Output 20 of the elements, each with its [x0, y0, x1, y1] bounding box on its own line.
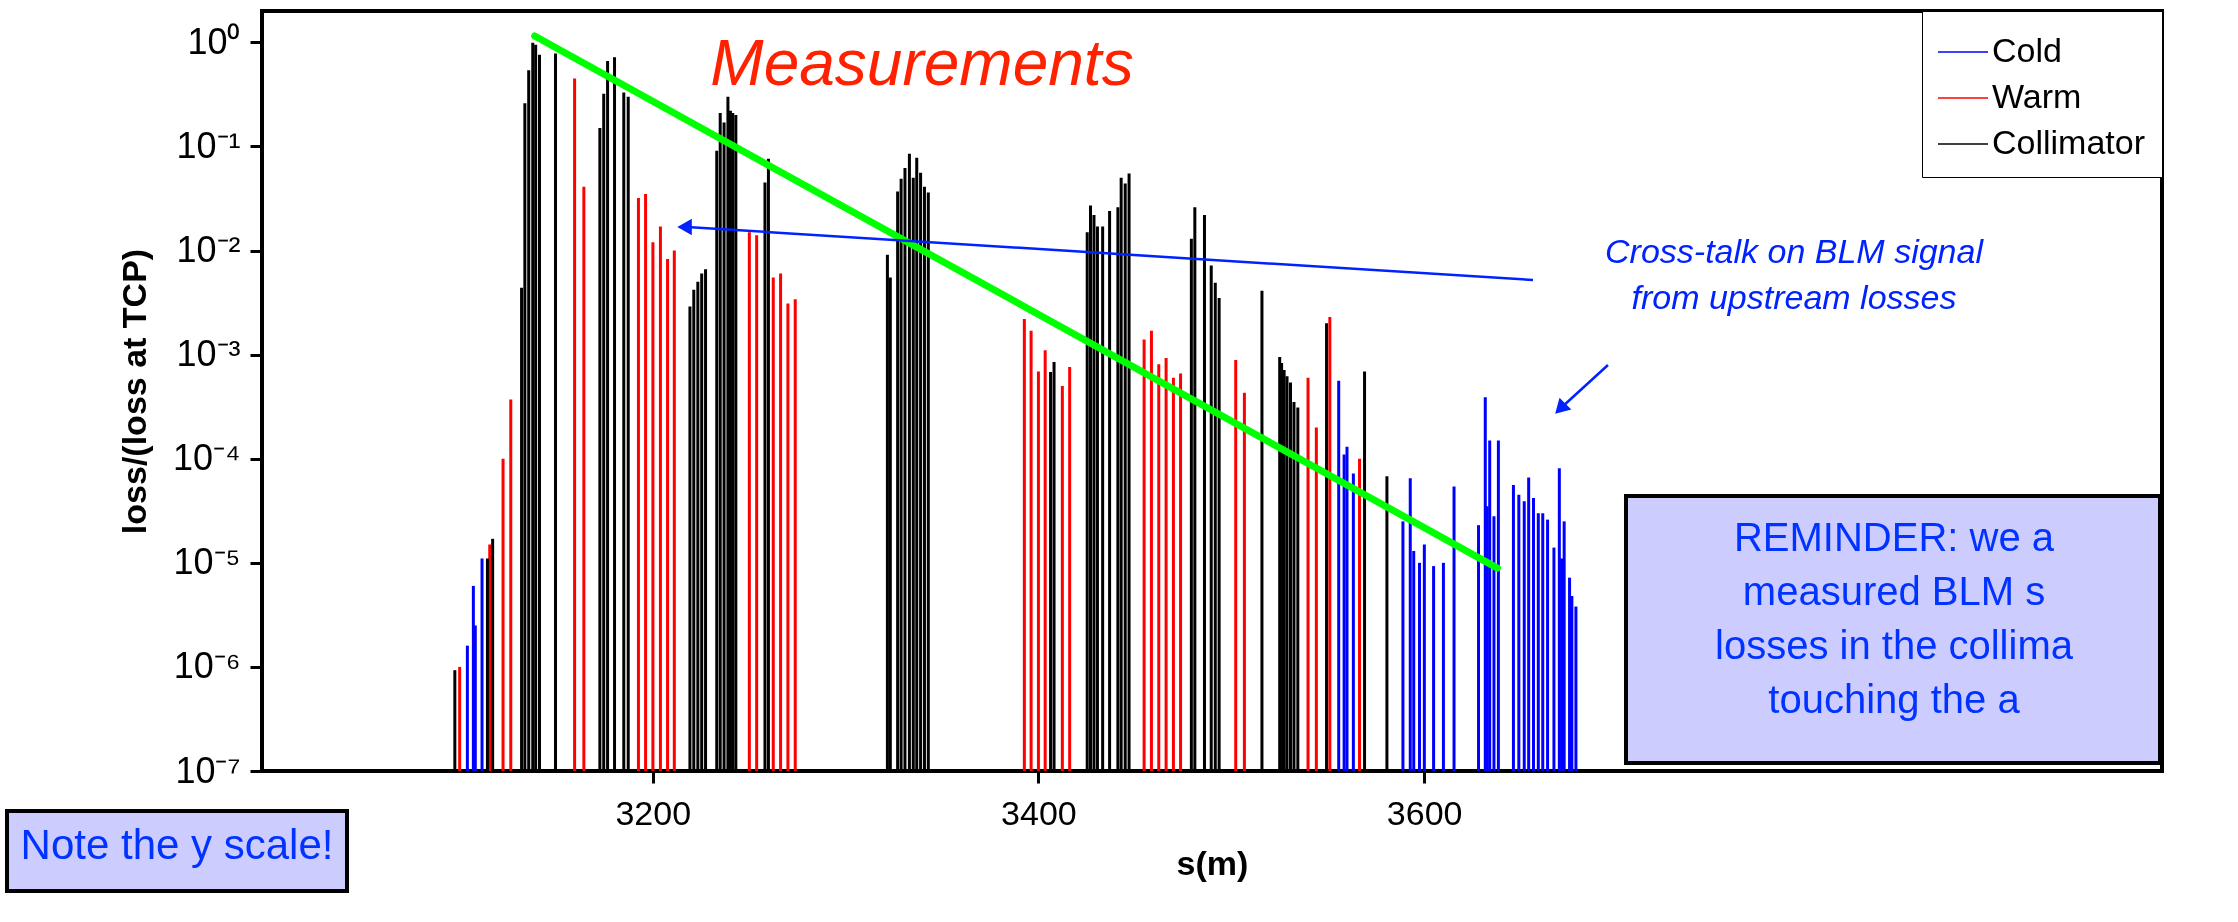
legend-label: Cold — [1992, 31, 2062, 69]
x-tick-label: 3400 — [1001, 793, 1077, 832]
x-tick-label: 3200 — [615, 793, 692, 832]
y-tick-label: 10⁻⁴ — [172, 437, 241, 479]
y-tick-label: 10⁻¹ — [176, 124, 241, 166]
y-tick-label: 10⁻⁷ — [175, 749, 241, 791]
x-tick-label: 3600 — [1386, 793, 1463, 832]
y-tick-label: 10⁰ — [187, 20, 241, 62]
chart-title: Measurements — [710, 27, 1134, 99]
annotation: Cross-talk on BLM signal from upstream losses — [1605, 232, 1985, 316]
legend-label: Collimator — [1992, 123, 2146, 161]
annotation: REMINDER: we a measured BLM s losses in the collima touching the a — [1715, 515, 2074, 721]
y-tick-label: 10⁻³ — [176, 333, 241, 375]
text: Note the y scale! — [20, 821, 334, 868]
y-tick-label: 10⁻⁶ — [173, 645, 241, 687]
y-tick-label: 10⁻² — [176, 229, 241, 271]
x-axis-title: s(m) — [1176, 843, 1249, 882]
y-tick-label: 10⁻⁵ — [173, 541, 241, 583]
legend-label: Warm — [1992, 77, 2082, 115]
y-axis-title: loss/(loss at TCP) — [114, 248, 153, 535]
